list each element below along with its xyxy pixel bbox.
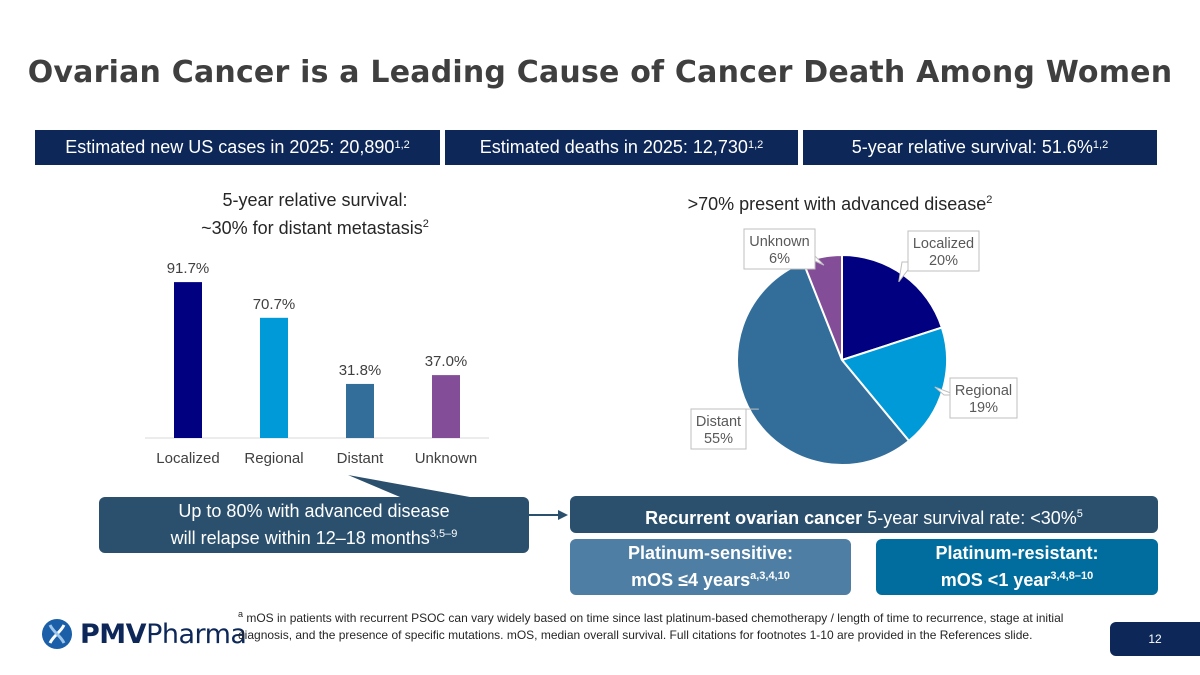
- bar-distant: [346, 383, 374, 438]
- recurrent-text: 5-year survival rate: <30%: [862, 508, 1077, 528]
- platinum-resistant-line2-text: mOS <1 year: [940, 570, 1051, 590]
- logo-text-rest: Pharma: [146, 618, 247, 650]
- pie-label-box: [743, 228, 816, 270]
- bar-category-label: Distant: [337, 450, 385, 467]
- bar-chart-subtitle: 5-year relative survival: ~30% for dista…: [150, 188, 480, 240]
- platinum-sensitive-box: Platinum-sensitive: mOS ≤4 yearsa,3,4,10: [570, 539, 851, 595]
- logo-text-bold: PMV: [80, 618, 147, 650]
- callout-pointer: [348, 475, 470, 497]
- platinum-sensitive-line2: mOS ≤4 yearsa,3,4,10: [570, 565, 851, 592]
- stat-survival-text: 5-year relative survival: 51.6%: [851, 137, 1093, 157]
- relapse-callout: Up to 80% with advanced disease will rel…: [99, 497, 529, 553]
- callout-arrow-head: [558, 510, 568, 520]
- pie-chart-subtitle: >70% present with advanced disease2: [640, 188, 1040, 216]
- relapse-line1: Up to 80% with advanced disease: [178, 501, 450, 521]
- stat-new-cases-sup: 1,2: [394, 138, 410, 151]
- stat-deaths-sup: 1,2: [747, 138, 764, 151]
- footnote-text: mOS in patients with recurrent PSOC can …: [238, 611, 1064, 642]
- pmv-pharma-logo: PMVPharma: [40, 614, 247, 654]
- pie-value-label: 6%: [769, 251, 790, 267]
- logo-helix-icon: [42, 619, 72, 649]
- pie-value-label: 20%: [929, 253, 958, 269]
- pie-slice-distant: [736, 261, 911, 466]
- bar-value-label: 37.0%: [425, 353, 468, 370]
- relapse-line2: will relapse within 12–18 months3,5–9: [99, 523, 529, 550]
- bar-category-label: Regional: [244, 450, 303, 467]
- pie-value-label: 19%: [969, 400, 998, 416]
- pie-category-label: Localized: [913, 236, 974, 252]
- pie-label-box: [907, 230, 980, 272]
- bar-value-label: 70.7%: [253, 296, 296, 313]
- platinum-resistant-sup: 3,4,8–10: [1050, 570, 1094, 582]
- stat-new-cases: Estimated new US cases in 2025: 20,890 1,…: [35, 130, 440, 165]
- bar-unknown: [432, 375, 460, 438]
- stat-survival-sup: 1,2: [1092, 138, 1109, 151]
- recurrent-sup: 5: [1076, 508, 1083, 520]
- slide-title: Ovarian Cancer is a Leading Cause of Can…: [27, 55, 1173, 90]
- stat-deaths-text: Estimated deaths in 2025: 12,730: [479, 137, 748, 157]
- relapse-line2-text: will relapse within 12–18 months: [170, 528, 430, 548]
- pie-value-label: 55%: [704, 431, 733, 447]
- page-number: 12: [1110, 622, 1200, 656]
- platinum-resistant-box: Platinum-resistant: mOS <1 year3,4,8–10: [876, 539, 1158, 595]
- recurrent-bold: Recurrent ovarian cancer: [645, 508, 863, 528]
- platinum-resistant-line2: mOS <1 year3,4,8–10: [876, 565, 1158, 592]
- pie-label-box: [949, 377, 1018, 419]
- bar-regional: [260, 317, 288, 438]
- footnote-sup: a: [238, 609, 244, 619]
- pie-slice-regional: [840, 326, 948, 443]
- pie-label-box: [690, 408, 747, 450]
- bar-subtitle-line2: ~30% for distant metastasis2: [150, 212, 480, 240]
- stat-deaths: Estimated deaths in 2025: 12,730 1,2: [445, 130, 798, 165]
- bar-chart: 91.7% Localized 70.7% Regional 31.8% Distant 3…: [145, 260, 489, 467]
- bar-localized: [174, 282, 202, 438]
- platinum-resistant-line1: Platinum-resistant:: [935, 543, 1099, 563]
- pie-subtitle-sup: 2: [986, 194, 993, 206]
- pie-category-label: Regional: [955, 383, 1012, 399]
- pie-subtitle-text: >70% present with advanced disease: [687, 194, 987, 214]
- bar-subtitle-sup: 2: [422, 218, 429, 230]
- platinum-sensitive-sup: a,3,4,10: [750, 570, 790, 582]
- logo-text: PMVPharma: [80, 618, 247, 650]
- bar-value-label: 91.7%: [167, 260, 210, 277]
- bar-value-label: 31.8%: [339, 362, 382, 379]
- stat-new-cases-text: Estimated new US cases in 2025: 20,890: [65, 137, 395, 157]
- bar-category-label: Unknown: [415, 450, 478, 467]
- pie-category-label: Distant: [696, 414, 741, 430]
- bar-category-label: Localized: [156, 450, 219, 467]
- platinum-sensitive-line2-text: mOS ≤4 years: [631, 570, 751, 590]
- bar-subtitle-line2-text: ~30% for distant metastasis: [201, 218, 423, 238]
- recurrent-survival-box: Recurrent ovarian cancer 5-year survival…: [570, 496, 1158, 533]
- pie-category-label: Unknown: [749, 234, 809, 250]
- relapse-sup: 3,5–9: [429, 528, 458, 540]
- platinum-sensitive-line1: Platinum-sensitive:: [627, 543, 794, 563]
- bar-subtitle-line1: 5-year relative survival:: [222, 190, 408, 210]
- footnote: a mOS in patients with recurrent PSOC ca…: [238, 606, 1078, 644]
- stat-survival: 5-year relative survival: 51.6% 1,2: [803, 130, 1157, 165]
